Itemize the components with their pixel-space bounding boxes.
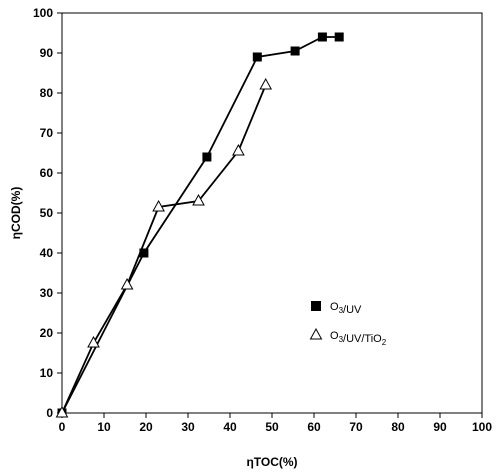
y-tick-label: 10 [40, 366, 54, 380]
data-point [259, 77, 273, 90]
data-point [152, 199, 165, 212]
y-tick-label: 90 [40, 46, 54, 60]
series-1 [55, 77, 273, 418]
y-axis-title: ηCOD(%) [9, 187, 23, 240]
data-point [87, 335, 100, 348]
data-point [317, 32, 327, 42]
x-tick-label: 50 [265, 420, 279, 434]
x-tick-label: 10 [97, 420, 111, 434]
data-point [334, 32, 344, 42]
data-point [202, 152, 212, 162]
legend-marker [309, 327, 323, 340]
data-point [232, 143, 245, 156]
y-tick-label: 0 [46, 406, 53, 420]
series-line [61, 36, 340, 414]
x-tick-label: 70 [349, 420, 363, 434]
data-point [192, 193, 205, 206]
x-tick-label: 20 [139, 420, 153, 434]
legend-label: O3/UV [330, 301, 362, 316]
series [55, 32, 344, 418]
data-point [252, 52, 262, 62]
y-tick-label: 70 [40, 126, 54, 140]
x-tick-label: 0 [59, 420, 66, 434]
plot-frame [61, 12, 483, 414]
x-tick-label: 40 [223, 420, 237, 434]
legend-item: O3/UV/TiO2 [309, 327, 387, 347]
legend: O3/UV O3/UV/TiO2 [309, 301, 387, 347]
x-tick-label: 80 [391, 420, 405, 434]
data-point [139, 248, 149, 258]
y-tick-label: 60 [40, 166, 54, 180]
y-tick-label: 20 [40, 326, 54, 340]
legend-marker [311, 301, 321, 311]
y-tick-label: 40 [40, 246, 54, 260]
data-point [290, 46, 300, 56]
x-tick-label: 60 [307, 420, 321, 434]
x-axis-title: ηTOC(%) [246, 455, 297, 469]
y-tick-label: 50 [40, 206, 54, 220]
x-tick-label: 100 [472, 420, 492, 434]
series-0 [57, 32, 344, 418]
tick-labels: 0 10 20 30 40 50 60 70 80 90 100 0 10 20 30 40 50 60 70 80 9… [33, 6, 492, 434]
axes [57, 12, 483, 418]
y-tick-label: 80 [40, 86, 54, 100]
x-tick-label: 90 [433, 420, 447, 434]
data-point [120, 277, 134, 290]
y-tick-label: 100 [33, 6, 53, 20]
y-tick-label: 30 [40, 286, 54, 300]
legend-label: O3/UV/TiO2 [330, 330, 387, 347]
legend-item: O3/UV [311, 301, 362, 316]
series-line [61, 84, 267, 414]
x-tick-label: 30 [181, 420, 195, 434]
data-point [55, 405, 69, 418]
